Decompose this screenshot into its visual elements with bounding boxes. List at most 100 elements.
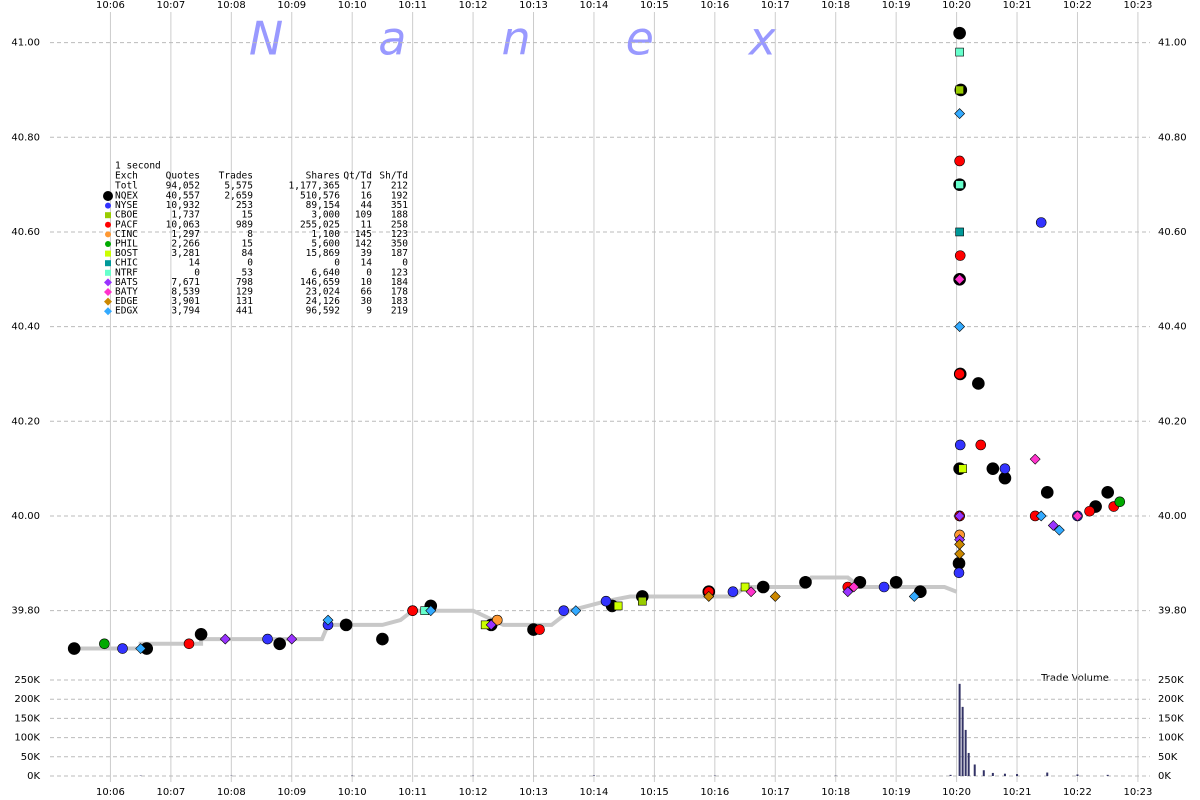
x-tick-label: 10:14 xyxy=(580,0,609,11)
volume-bar xyxy=(1046,772,1049,776)
volume-bar xyxy=(964,729,967,776)
legend-label: BOST xyxy=(115,248,138,259)
trade-point xyxy=(848,581,860,593)
table-cell: 0 xyxy=(366,267,372,278)
table-cell: 6,640 xyxy=(311,267,340,278)
trade-point xyxy=(491,614,503,626)
legend-label: CHIC xyxy=(115,258,138,269)
trade-point xyxy=(322,614,334,626)
trade-point xyxy=(954,108,966,120)
table-cell: 192 xyxy=(391,191,408,202)
x-tick-label: 10:22 xyxy=(1063,787,1092,798)
table-cell: 253 xyxy=(236,200,253,211)
trade-point xyxy=(769,591,781,602)
legend-label: NQEX xyxy=(115,191,138,202)
trade-point xyxy=(955,227,964,237)
trade-point xyxy=(194,628,208,641)
table-cell: 3,000 xyxy=(311,210,340,221)
legend-marker xyxy=(105,250,111,257)
table-cell: 15,869 xyxy=(306,248,341,259)
x-tick-label: 10:15 xyxy=(640,787,669,798)
table-cell: 187 xyxy=(391,248,408,259)
y-tick-label: 100K xyxy=(14,733,40,744)
trade-point xyxy=(954,368,965,380)
y-tick-label: 40.60 xyxy=(1158,227,1187,238)
table-cell: 1,297 xyxy=(171,229,200,240)
y-tick-label: 50K xyxy=(1158,752,1178,763)
trade-point xyxy=(756,580,770,594)
x-tick-label: 10:12 xyxy=(459,0,488,11)
trade-point xyxy=(955,85,964,95)
legend-marker xyxy=(105,231,111,238)
table-cell: 89,154 xyxy=(306,200,341,211)
volume-bar xyxy=(592,775,595,776)
x-tick-label: 10:11 xyxy=(398,787,427,798)
table-cell: 1,177,365 xyxy=(289,181,340,192)
trade-point xyxy=(954,155,965,167)
legend-label: NTRF xyxy=(115,267,138,278)
y-tick-label: 0K xyxy=(27,771,40,782)
trade-point xyxy=(1035,217,1047,228)
trade-point xyxy=(954,250,966,261)
trade-point xyxy=(600,595,612,607)
trade-point xyxy=(745,586,757,598)
x-tick-label: 10:13 xyxy=(519,787,548,798)
table-cell: 0 xyxy=(402,258,408,269)
y-tick-label: 40.80 xyxy=(1158,132,1187,143)
table-cell: 510,576 xyxy=(300,191,340,202)
trade-point xyxy=(908,591,920,602)
trade-point xyxy=(183,638,195,650)
trade-point xyxy=(558,605,570,616)
trade-point xyxy=(485,619,497,631)
table-cell: 84 xyxy=(242,248,254,259)
table-cell: 8,539 xyxy=(171,287,200,298)
y-tick-label: 100K xyxy=(1158,733,1184,744)
table-header: Shares xyxy=(306,171,340,182)
trade-point xyxy=(703,591,715,602)
x-tick-label: 10:16 xyxy=(700,0,729,11)
x-tick-label: 10:09 xyxy=(277,787,306,798)
table-cell: 184 xyxy=(391,277,408,288)
table-header: Qt/Td xyxy=(343,171,372,182)
trade-point xyxy=(954,321,966,333)
x-tick-label: 10:19 xyxy=(882,0,911,11)
table-cell: 14 xyxy=(361,258,373,269)
interval-label: 1 second xyxy=(115,161,161,172)
legend-label: BATS xyxy=(115,277,138,288)
x-tick-label: 10:07 xyxy=(156,0,185,11)
x-tick-label: 10:23 xyxy=(1123,787,1152,798)
table-cell: 17 xyxy=(361,181,372,192)
x-tick-label: 10:10 xyxy=(338,787,367,798)
x-tick-label: 10:06 xyxy=(96,0,125,11)
legend-marker xyxy=(104,278,112,287)
table-cell: 129 xyxy=(236,287,253,298)
table-cell: 5,575 xyxy=(224,181,253,192)
legend-label: BATY xyxy=(115,287,138,298)
legend-label: EDGX xyxy=(115,306,138,317)
x-tick-label: 10:10 xyxy=(338,0,367,11)
trade-point xyxy=(1035,510,1047,522)
x-tick-label: 10:21 xyxy=(1003,787,1032,798)
table-cell: 10,932 xyxy=(166,200,200,211)
table-cell: 9 xyxy=(366,306,372,317)
volume-bar xyxy=(991,772,994,776)
table-cell: 212 xyxy=(391,181,408,192)
table-cell: 441 xyxy=(236,306,253,317)
table-cell: 145 xyxy=(355,229,372,240)
trade-point xyxy=(799,575,812,589)
table-cell: 131 xyxy=(236,296,253,307)
table-cell: 1,737 xyxy=(171,210,200,221)
legend-marker xyxy=(105,202,111,209)
legend-label: CINC xyxy=(115,229,138,240)
trade-point xyxy=(570,605,582,617)
table-cell: 5,600 xyxy=(311,239,340,250)
y-tick-label: 40.40 xyxy=(1158,322,1187,333)
x-tick-label: 10:23 xyxy=(1123,0,1152,11)
trade-point xyxy=(1072,510,1083,522)
table-cell: 123 xyxy=(391,267,408,278)
trade-point xyxy=(986,462,1000,475)
table-header: Exch xyxy=(115,171,138,182)
table-cell: 109 xyxy=(355,210,372,221)
